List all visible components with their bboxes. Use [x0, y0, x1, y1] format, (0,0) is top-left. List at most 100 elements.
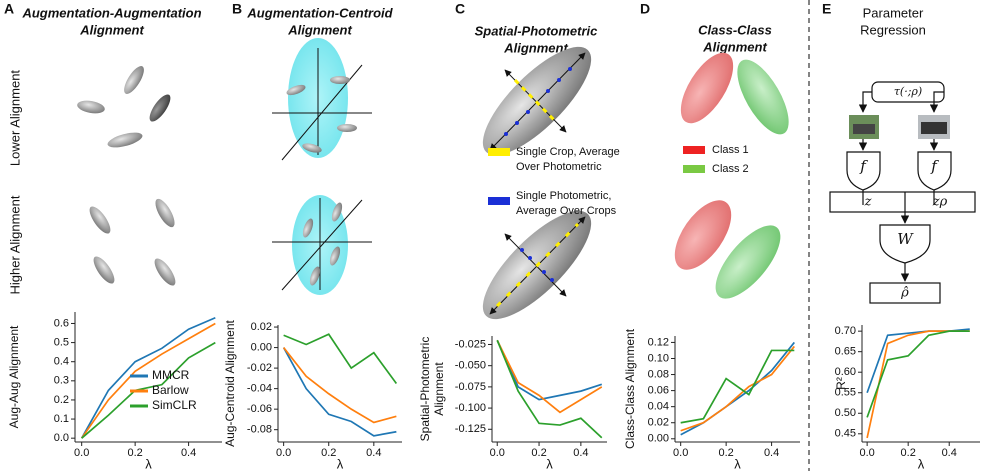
y-tick-label: -0.04 [247, 383, 272, 395]
series-line [496, 339, 603, 439]
series-line [80, 316, 216, 439]
y-tick-label: 0.00 [648, 433, 669, 445]
x-tick-label: 0.4 [942, 447, 957, 459]
encoder-label: f [930, 157, 939, 175]
x-axis-label: λ [145, 456, 152, 471]
feature-label: z [864, 195, 872, 210]
panel-title: Alignment [702, 39, 767, 54]
x-tick-label: 0.0 [276, 447, 291, 459]
y-tick-label: 0.00 [251, 341, 272, 353]
panel-letter: A [4, 1, 14, 17]
series-line [282, 347, 397, 424]
x-tick-label: 0.2 [531, 447, 546, 459]
series-line [866, 328, 970, 394]
legend-label: Single Photometric, [516, 190, 611, 202]
y-axis-label: Spatial-Photometric [418, 337, 432, 442]
legend-label: Barlow [152, 383, 189, 397]
y-tick-label: -0.02 [247, 362, 272, 374]
x-tick-label: 0.2 [127, 447, 142, 459]
feature-label: zρ [932, 195, 948, 210]
y-axis-label: Alignment [432, 362, 446, 416]
y-tick-label: 0.3 [54, 375, 69, 387]
panel-title: Regression [860, 22, 926, 37]
x-tick-label: 0.2 [901, 447, 916, 459]
panel-title: Augmentation-Augmentation [21, 5, 201, 20]
y-tick-label: -0.075 [455, 381, 486, 393]
y-tick-label: 0.4 [54, 356, 69, 368]
y-tick-label: 0.0 [54, 432, 69, 444]
y-tick-label: 0.12 [648, 336, 669, 348]
encoder-label: f [859, 157, 868, 175]
series-line [496, 339, 603, 414]
x-axis-label: λ [918, 456, 925, 471]
x-tick-label: 0.0 [673, 447, 688, 459]
regression-diagram [829, 81, 976, 304]
y-tick-label: 0.08 [648, 368, 669, 380]
legend-label: Single Crop, Average [516, 146, 620, 158]
legend-label: Over Photometric [516, 161, 602, 173]
row-label: Lower Alignment [7, 70, 22, 166]
series-line [680, 345, 795, 432]
panel-title: Spatial-Photometric [475, 23, 599, 38]
x-tick-label: 0.4 [573, 447, 588, 459]
y-axis-label: Class-Class Alignment [623, 328, 637, 449]
y-tick-label: 0.02 [251, 321, 272, 333]
series-line [680, 349, 795, 424]
y-tick-label: 0.45 [835, 428, 856, 440]
x-tick-label: 0.0 [490, 447, 505, 459]
panel-title: Parameter [863, 5, 924, 20]
x-tick-label: 0.4 [764, 447, 779, 459]
x-tick-label: 0.0 [74, 447, 89, 459]
transform-label: τ(·;ρ) [894, 85, 922, 98]
y-tick-label: 0.55 [835, 387, 856, 399]
panel-title: Class-Class [698, 22, 772, 37]
ellipse-illustration [77, 66, 176, 286]
series-line [680, 341, 795, 436]
y-tick-label: -0.100 [455, 402, 486, 414]
y-tick-label: 0.02 [648, 417, 669, 429]
legend-label: Class 1 [712, 144, 749, 156]
panel-title: Alignment [287, 22, 352, 37]
panel-letter: C [455, 1, 465, 17]
panel-letter: B [232, 1, 242, 17]
y-tick-label: -0.08 [247, 424, 272, 436]
panel-title: Alignment [503, 40, 568, 55]
y-axis-label: Aug-Centroid Alignment [223, 319, 237, 446]
y-tick-label: 0.6 [54, 317, 69, 329]
legend-label: Class 2 [712, 163, 749, 175]
y-tick-label: 0.06 [648, 385, 669, 397]
series-line [282, 347, 397, 437]
row-label: Higher Alignment [7, 195, 22, 294]
x-axis-label: λ [546, 456, 553, 471]
y-tick-label: -0.025 [455, 338, 486, 350]
series-line [81, 341, 216, 439]
y-axis-label: R² [834, 377, 848, 390]
y-tick-label: -0.050 [455, 360, 486, 372]
y-tick-label: 0.04 [648, 401, 669, 413]
head-label: W [897, 230, 914, 248]
y-tick-label: 0.10 [648, 352, 669, 364]
y-tick-label: -0.125 [455, 423, 486, 435]
y-tick-label: -0.06 [247, 403, 272, 415]
y-tick-label: 0.50 [835, 407, 856, 419]
series-line [283, 333, 398, 385]
panel-title: Augmentation-Centroid [246, 5, 393, 20]
x-tick-label: 0.2 [718, 447, 733, 459]
x-tick-label: 0.2 [321, 447, 336, 459]
y-tick-label: 0.60 [835, 366, 856, 378]
x-axis-label: λ [734, 456, 741, 471]
series-line [866, 330, 970, 418]
y-tick-label: 0.70 [835, 325, 856, 337]
series-line [496, 339, 603, 401]
y-tick-label: 0.65 [835, 346, 856, 358]
panel-letter: D [640, 1, 650, 17]
y-tick-label: 0.2 [54, 394, 69, 406]
legend-label: SimCLR [152, 398, 197, 412]
x-tick-label: 0.4 [181, 447, 196, 459]
series-line [80, 322, 216, 439]
y-tick-label: 0.5 [54, 336, 69, 348]
class-illustration [674, 52, 789, 299]
panel-letter: E [822, 1, 831, 17]
centroid-illustration [272, 38, 372, 295]
